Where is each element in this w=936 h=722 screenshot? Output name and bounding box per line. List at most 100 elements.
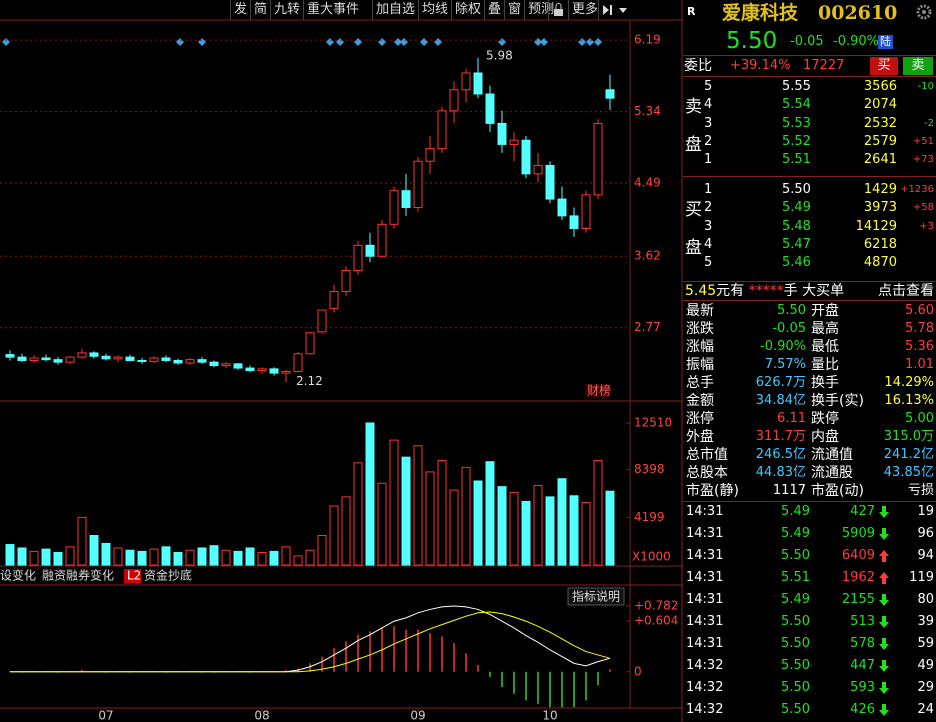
tick-volume: 6409: [841, 548, 875, 563]
volume-bar: [269, 550, 279, 566]
tab[interactable]: L2: [127, 569, 141, 583]
indicator-help-button[interactable]: [567, 587, 625, 606]
stat-value: 6.11: [777, 411, 806, 426]
toolbar-button[interactable]: 均线: [418, 0, 451, 20]
volume-bar: [173, 552, 183, 566]
toolbar-button[interactable]: 简: [250, 0, 270, 20]
divider: [683, 55, 936, 56]
tick-time: 14:31: [686, 570, 724, 585]
candle-body: [137, 359, 147, 362]
settings-icon[interactable]: [916, 4, 932, 20]
tab[interactable]: 融资融券变化: [42, 568, 114, 583]
stat-label: 量比: [811, 357, 839, 373]
candle-body: [485, 93, 495, 124]
level: 1: [704, 152, 713, 168]
tick-arrow: [879, 660, 889, 672]
tab[interactable]: 设变化: [0, 568, 36, 583]
tick-price: 5.50: [781, 636, 810, 651]
stat-label: 内盘: [811, 429, 839, 445]
stat-value: -0.05: [772, 321, 806, 336]
volume-bar: [605, 490, 615, 566]
book-change: +58: [912, 202, 934, 214]
big-order-part: 元有: [716, 283, 749, 299]
candle-body: [317, 309, 327, 333]
toolbar-button[interactable]: 更多: [568, 0, 601, 20]
big-order-link[interactable]: 点击查看: [878, 283, 934, 299]
candle-body: [269, 368, 279, 374]
volume-bar: [53, 552, 63, 566]
candle-body: [377, 223, 387, 257]
tick-price: 5.50: [781, 548, 810, 563]
lock-icon[interactable]: [548, 0, 569, 20]
tick-volume: 578: [850, 636, 875, 651]
candle-body: [5, 354, 15, 358]
candle-body: [545, 164, 555, 200]
candle-body: [389, 190, 399, 225]
toolbar-button[interactable]: 发: [230, 0, 250, 20]
volume-bar: [29, 550, 39, 566]
toolbar-button[interactable]: 窗: [504, 0, 524, 20]
tick-count: 80: [917, 592, 934, 607]
book-price: 5.49: [782, 200, 811, 216]
book-change: +1236: [900, 184, 934, 195]
buy-button[interactable]: 买: [870, 57, 898, 75]
toolbar-button[interactable]: 加自选: [372, 0, 418, 20]
volume-bar: [449, 489, 459, 566]
volume-bar: [113, 547, 123, 566]
stat-label: 总市值: [686, 447, 728, 463]
tick-count: 19: [917, 504, 934, 519]
candle-body: [329, 291, 339, 309]
volume-bar: [161, 546, 171, 566]
level: 3: [704, 115, 713, 131]
tick-arrow: [879, 594, 889, 606]
stat-value: 5.50: [777, 303, 806, 318]
macd-line: [10, 605, 611, 673]
candle-body: [497, 122, 507, 145]
candle-body: [101, 355, 111, 360]
tab[interactable]: 资金抄底: [144, 568, 192, 583]
sell-button[interactable]: 卖: [903, 57, 933, 75]
stat-value: 亏损: [907, 483, 934, 498]
tick-count: 59: [917, 636, 934, 651]
stat-label: 涨幅: [686, 339, 714, 355]
candle-body: [305, 332, 315, 355]
tick-volume: 427: [850, 504, 875, 519]
stat-label: 总股本: [686, 465, 728, 481]
volume-bar: [257, 552, 267, 566]
book-volume: 2074: [863, 97, 897, 113]
candle-body: [197, 359, 207, 363]
toolbar-button[interactable]: 预测: [524, 0, 557, 20]
toolbar-arrows[interactable]: [598, 0, 633, 20]
candle-body: [353, 244, 363, 272]
book-volume: 4870: [863, 255, 897, 271]
candle-body: [437, 110, 447, 150]
tick-price: 5.50: [781, 658, 810, 673]
candle-body: [473, 72, 483, 95]
y-tick-label: 6.19: [634, 33, 661, 47]
volume-bar: [353, 462, 363, 566]
book-volume: 2641: [863, 152, 897, 168]
volume-bar: [437, 460, 447, 566]
book-price: 5.52: [782, 133, 811, 149]
tick-time: 14:31: [686, 504, 724, 519]
volume-bar: [89, 534, 99, 566]
toolbar-button[interactable]: 除权: [451, 0, 484, 20]
divider: [683, 300, 936, 301]
tick-arrow: [879, 638, 889, 650]
tick-price: 5.50: [781, 680, 810, 695]
level: 5: [704, 255, 713, 271]
tick-count: 29: [917, 680, 934, 695]
stat-value: 315.0万: [883, 429, 934, 444]
candle-body: [461, 72, 471, 91]
indicator-help[interactable]: 指标说明: [572, 589, 620, 604]
ratio-label: 委比: [684, 58, 712, 74]
toolbar-button[interactable]: 九转: [270, 0, 303, 20]
toolbar-button[interactable]: 重大事件: [303, 0, 362, 20]
stat-value: 1117: [772, 483, 806, 498]
market-badge: 陆: [878, 35, 893, 49]
candle-body: [221, 363, 231, 367]
book-price: 5.47: [782, 236, 811, 252]
toolbar-button[interactable]: 叠: [484, 0, 504, 20]
volume-bar: [569, 495, 579, 566]
toolbar-mid: 加自选 均线 除权叠窗预测: [372, 0, 557, 20]
